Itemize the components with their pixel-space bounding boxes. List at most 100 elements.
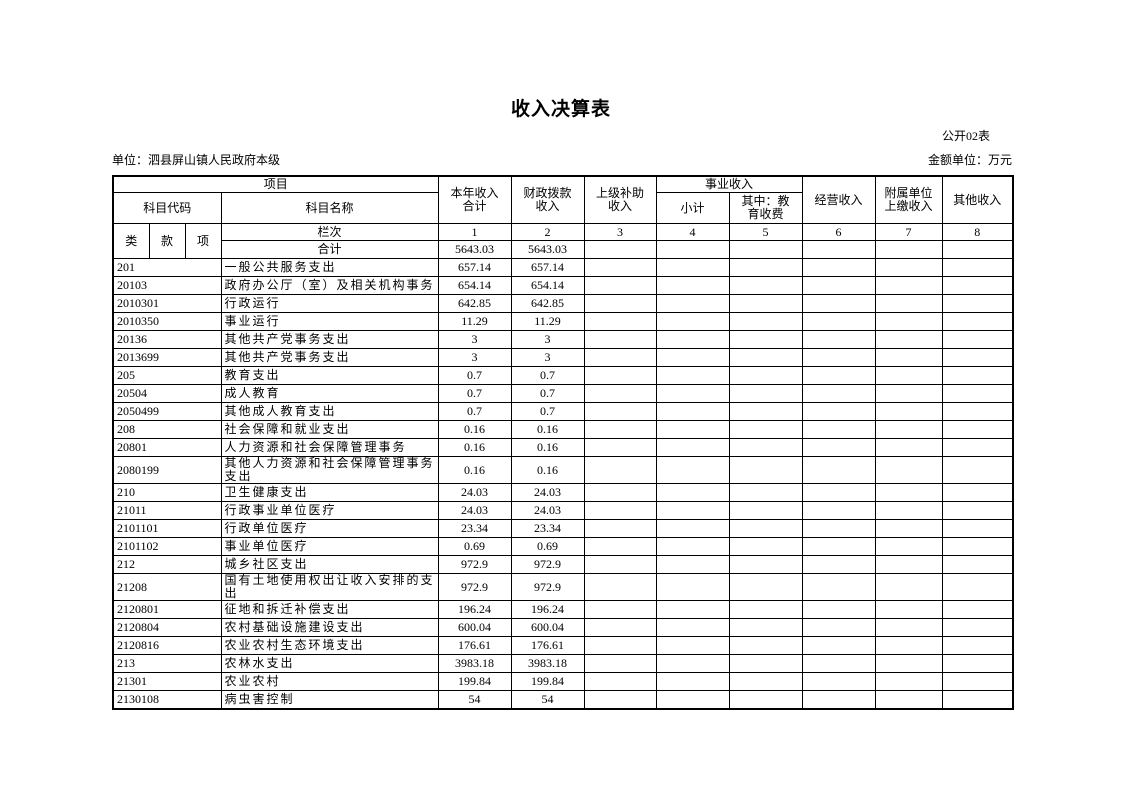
subject-code-cell: 201 <box>112 258 222 277</box>
subject-name-cell: 农村基础设施建设支出 <box>220 618 439 637</box>
value-cell <box>728 690 803 710</box>
meta-row: 单位：泗县屏山镇人民政府本级 金额单位：万元 <box>112 151 1012 168</box>
value-cell <box>874 348 943 367</box>
table-row: 2080199 其他人力资源和社会保障管理事务支出 0.16 0.16 <box>112 456 1014 484</box>
subject-name-cell: 征地和拆迁补偿支出 <box>220 600 439 619</box>
value-cell: 23.34 <box>510 519 585 538</box>
subject-code-cell: 20801 <box>112 438 222 457</box>
value-cell: 0.16 <box>437 456 512 484</box>
value-cell: 54 <box>437 690 512 710</box>
header-row-2: 科目代码 科目名称 小计 其中：教 育收费 <box>112 192 1013 224</box>
value-cell <box>874 402 943 421</box>
value-cell: 196.24 <box>437 600 512 619</box>
column-number: 5 <box>728 223 803 241</box>
value-cell <box>801 600 876 619</box>
value-cell <box>655 330 730 349</box>
value-cell <box>583 555 657 574</box>
header-class: 类 <box>112 223 150 259</box>
value-cell <box>941 276 1014 295</box>
value-cell <box>728 258 803 277</box>
value-cell: 11.29 <box>510 312 585 331</box>
header-affiliated-unit-income: 附属单位 上缴收入 <box>874 175 943 224</box>
value-cell: 972.9 <box>510 573 585 601</box>
value-cell <box>941 294 1014 313</box>
value-cell: 0.69 <box>437 537 512 556</box>
value-cell <box>801 294 876 313</box>
subject-name-cell: 其他成人教育支出 <box>220 402 439 421</box>
value-cell: 972.9 <box>437 573 512 601</box>
value-cell <box>655 366 730 385</box>
header-subject-name: 科目名称 <box>220 192 439 224</box>
value-cell <box>801 519 876 538</box>
subject-code-cell: 2050499 <box>112 402 222 421</box>
header-business-education-fee: 其中：教 育收费 <box>728 192 803 224</box>
column-number: 4 <box>655 223 730 241</box>
value-cell <box>728 636 803 655</box>
column-number: 2 <box>510 223 585 241</box>
total-row-label: 合计 <box>220 240 439 259</box>
table-row: 20103 政府办公厅（室）及相关机构事务 654.14 654.14 <box>112 276 1014 295</box>
value-cell <box>728 672 803 691</box>
table-row: 212 城乡社区支出 972.9 972.9 <box>112 555 1014 574</box>
header-current-year-income-total: 本年收入 合计 <box>437 175 512 224</box>
table-body: 201 一般公共服务支出 657.14 657.14 20103 政府办公厅（室）及相关机… <box>112 258 1014 710</box>
subject-name-cell: 国有土地使用权出让收入安排的支出 <box>220 573 439 601</box>
value-cell: 972.9 <box>437 555 512 574</box>
value-cell: 3 <box>437 330 512 349</box>
table-row: 2130108 病虫害控制 54 54 <box>112 690 1014 710</box>
value-cell <box>874 654 943 673</box>
subject-code-cell: 2010301 <box>112 294 222 313</box>
value-cell <box>728 312 803 331</box>
total-value-cell <box>655 240 730 259</box>
value-cell <box>728 654 803 673</box>
total-value-cell: 5643.03 <box>510 240 585 259</box>
value-cell: 54 <box>510 690 585 710</box>
value-cell <box>728 519 803 538</box>
total-value-cell <box>583 240 657 259</box>
value-cell <box>728 600 803 619</box>
value-cell: 24.03 <box>437 501 512 520</box>
value-cell: 0.16 <box>510 456 585 484</box>
value-cell <box>655 420 730 439</box>
subject-name-cell: 农业农村生态环境支出 <box>220 636 439 655</box>
value-cell <box>801 537 876 556</box>
subject-name-cell: 政府办公厅（室）及相关机构事务 <box>220 276 439 295</box>
column-number: 1 <box>437 223 512 241</box>
header-project: 项目 <box>112 175 439 193</box>
value-cell <box>801 672 876 691</box>
value-cell <box>655 483 730 502</box>
table-row: 2101102 事业单位医疗 0.69 0.69 <box>112 537 1014 556</box>
value-cell <box>655 672 730 691</box>
value-cell <box>655 294 730 313</box>
value-cell: 0.7 <box>510 384 585 403</box>
table-row: 20136 其他共产党事务支出 3 3 <box>112 330 1014 349</box>
value-cell <box>583 384 657 403</box>
value-cell: 176.61 <box>510 636 585 655</box>
table-row: 213 农林水支出 3983.18 3983.18 <box>112 654 1014 673</box>
value-cell <box>655 384 730 403</box>
value-cell <box>655 600 730 619</box>
header-business-subtotal: 小计 <box>655 192 730 224</box>
value-cell: 24.03 <box>510 501 585 520</box>
table-row: 2101101 行政单位医疗 23.34 23.34 <box>112 519 1014 538</box>
value-cell <box>801 483 876 502</box>
value-cell <box>583 690 657 710</box>
value-cell <box>801 456 876 484</box>
value-cell <box>874 690 943 710</box>
subject-code-cell: 2080199 <box>112 456 222 484</box>
value-cell <box>728 555 803 574</box>
value-cell: 199.84 <box>510 672 585 691</box>
unit-label: 单位：泗县屏山镇人民政府本级 <box>112 153 281 167</box>
header-column-index-label: 栏次 <box>220 223 439 241</box>
value-cell <box>874 483 943 502</box>
value-cell <box>728 366 803 385</box>
value-cell: 199.84 <box>437 672 512 691</box>
value-cell <box>874 330 943 349</box>
subject-name-cell: 农业农村 <box>220 672 439 691</box>
table-row: 21011 行政事业单位医疗 24.03 24.03 <box>112 501 1014 520</box>
header-section: 款 <box>148 223 186 259</box>
value-cell <box>801 258 876 277</box>
value-cell <box>583 276 657 295</box>
table-row: 2120801 征地和拆迁补偿支出 196.24 196.24 <box>112 600 1014 619</box>
value-cell <box>874 672 943 691</box>
